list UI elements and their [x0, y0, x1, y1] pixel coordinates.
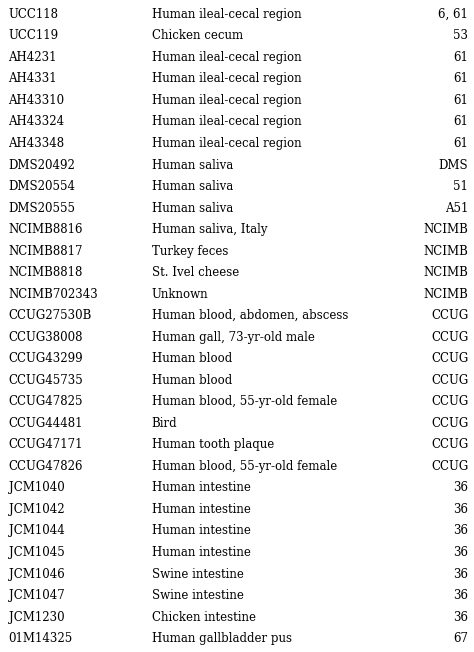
Text: DMS20555: DMS20555 — [9, 201, 75, 215]
Text: Human gall, 73-yr-old male: Human gall, 73-yr-old male — [152, 331, 315, 344]
Text: Chicken cecum: Chicken cecum — [152, 29, 243, 42]
Text: Human ileal-cecal region: Human ileal-cecal region — [152, 51, 301, 64]
Text: A51: A51 — [445, 201, 468, 215]
Text: CCUG: CCUG — [431, 374, 468, 387]
Text: 36: 36 — [453, 611, 468, 623]
Text: Turkey feces: Turkey feces — [152, 244, 228, 258]
Text: JCM1230: JCM1230 — [9, 611, 64, 623]
Text: Unknown: Unknown — [152, 288, 208, 301]
Text: DMS20554: DMS20554 — [9, 180, 75, 193]
Text: Human blood, abdomen, abscess: Human blood, abdomen, abscess — [152, 309, 348, 322]
Text: CCUG: CCUG — [431, 395, 468, 408]
Text: Chicken intestine: Chicken intestine — [152, 611, 255, 623]
Text: 67: 67 — [453, 632, 468, 645]
Text: AH4231: AH4231 — [9, 51, 57, 64]
Text: JCM1045: JCM1045 — [9, 546, 64, 559]
Text: CCUG: CCUG — [431, 352, 468, 365]
Text: Human saliva, Italy: Human saliva, Italy — [152, 223, 267, 236]
Text: Human intestine: Human intestine — [152, 524, 251, 537]
Text: CCUG47826: CCUG47826 — [9, 460, 83, 473]
Text: 53: 53 — [453, 29, 468, 42]
Text: 61: 61 — [454, 72, 468, 85]
Text: Bird: Bird — [152, 417, 177, 430]
Text: Human ileal-cecal region: Human ileal-cecal region — [152, 137, 301, 150]
Text: CCUG44481: CCUG44481 — [9, 417, 83, 430]
Text: CCUG27530B: CCUG27530B — [9, 309, 92, 322]
Text: Human gallbladder pus: Human gallbladder pus — [152, 632, 292, 645]
Text: NCIMB: NCIMB — [423, 223, 468, 236]
Text: 01M14325: 01M14325 — [9, 632, 73, 645]
Text: Human saliva: Human saliva — [152, 180, 233, 193]
Text: NCIMB8817: NCIMB8817 — [9, 244, 83, 258]
Text: NCIMB: NCIMB — [423, 244, 468, 258]
Text: Swine intestine: Swine intestine — [152, 589, 244, 602]
Text: Human ileal-cecal region: Human ileal-cecal region — [152, 8, 301, 21]
Text: 6, 61: 6, 61 — [438, 8, 468, 21]
Text: JCM1047: JCM1047 — [9, 589, 64, 602]
Text: 61: 61 — [454, 115, 468, 128]
Text: CCUG: CCUG — [431, 438, 468, 451]
Text: UCC119: UCC119 — [9, 29, 59, 42]
Text: JCM1046: JCM1046 — [9, 567, 64, 580]
Text: Human ileal-cecal region: Human ileal-cecal region — [152, 115, 301, 128]
Text: CCUG45735: CCUG45735 — [9, 374, 83, 387]
Text: UCC118: UCC118 — [9, 8, 58, 21]
Text: CCUG: CCUG — [431, 331, 468, 344]
Text: 36: 36 — [453, 589, 468, 602]
Text: CCUG38008: CCUG38008 — [9, 331, 83, 344]
Text: 51: 51 — [454, 180, 468, 193]
Text: CCUG43299: CCUG43299 — [9, 352, 83, 365]
Text: Human intestine: Human intestine — [152, 481, 251, 494]
Text: Human tooth plaque: Human tooth plaque — [152, 438, 274, 451]
Text: CCUG: CCUG — [431, 460, 468, 473]
Text: CCUG47825: CCUG47825 — [9, 395, 83, 408]
Text: Human ileal-cecal region: Human ileal-cecal region — [152, 94, 301, 107]
Text: JCM1040: JCM1040 — [9, 481, 64, 494]
Text: AH4331: AH4331 — [9, 72, 57, 85]
Text: Human blood: Human blood — [152, 352, 232, 365]
Text: AH43310: AH43310 — [9, 94, 64, 107]
Text: CCUG: CCUG — [431, 417, 468, 430]
Text: DMS20492: DMS20492 — [9, 158, 75, 171]
Text: 36: 36 — [453, 481, 468, 494]
Text: Human intestine: Human intestine — [152, 546, 251, 559]
Text: St. Ivel cheese: St. Ivel cheese — [152, 266, 239, 279]
Text: CCUG: CCUG — [431, 309, 468, 322]
Text: Human intestine: Human intestine — [152, 503, 251, 516]
Text: NCIMB8816: NCIMB8816 — [9, 223, 83, 236]
Text: JCM1044: JCM1044 — [9, 524, 64, 537]
Text: AH43324: AH43324 — [9, 115, 64, 128]
Text: Human saliva: Human saliva — [152, 158, 233, 171]
Text: JCM1042: JCM1042 — [9, 503, 64, 516]
Text: Swine intestine: Swine intestine — [152, 567, 244, 580]
Text: AH43348: AH43348 — [9, 137, 64, 150]
Text: 36: 36 — [453, 567, 468, 580]
Text: Human blood, 55-yr-old female: Human blood, 55-yr-old female — [152, 395, 337, 408]
Text: Human blood, 55-yr-old female: Human blood, 55-yr-old female — [152, 460, 337, 473]
Text: NCIMB8818: NCIMB8818 — [9, 266, 83, 279]
Text: 61: 61 — [454, 137, 468, 150]
Text: NCIMB: NCIMB — [423, 288, 468, 301]
Text: 61: 61 — [454, 51, 468, 64]
Text: NCIMB: NCIMB — [423, 266, 468, 279]
Text: 36: 36 — [453, 503, 468, 516]
Text: Human blood: Human blood — [152, 374, 232, 387]
Text: DMS: DMS — [439, 158, 468, 171]
Text: NCIMB702343: NCIMB702343 — [9, 288, 98, 301]
Text: Human saliva: Human saliva — [152, 201, 233, 215]
Text: Human ileal-cecal region: Human ileal-cecal region — [152, 72, 301, 85]
Text: 61: 61 — [454, 94, 468, 107]
Text: 36: 36 — [453, 546, 468, 559]
Text: CCUG47171: CCUG47171 — [9, 438, 83, 451]
Text: 36: 36 — [453, 524, 468, 537]
